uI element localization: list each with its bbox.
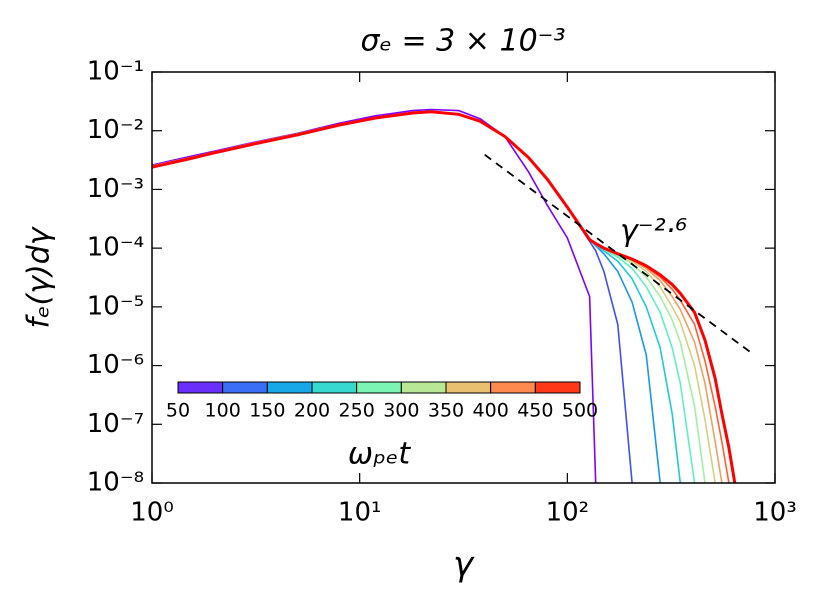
x-tick-label: 10² [546, 498, 590, 528]
series-line [152, 110, 737, 483]
colorbar-segment [400, 381, 447, 394]
y-tick-label: 10⁻⁶ [87, 350, 144, 380]
series-line [152, 110, 696, 483]
colorbar-segment [445, 381, 492, 394]
colorbar-label: ωₚₑt [348, 437, 411, 472]
y-tick-label: 10⁻¹ [87, 57, 144, 87]
series-line [152, 110, 730, 483]
annotation: γ⁻²·⁶ [620, 214, 687, 249]
colorbar-tick-label: 450 [517, 400, 553, 422]
colorbar-segment [222, 381, 268, 394]
colorbar-tick-label: 400 [473, 400, 509, 422]
colorbar-tick-label: 100 [205, 400, 241, 422]
colorbar-tick-label: 200 [294, 400, 330, 422]
colorbar-segment [356, 381, 402, 394]
series-line [152, 110, 682, 483]
chart-title: σₑ = 3 × 10⁻³ [360, 24, 565, 59]
y-tick-label: 10⁻³ [87, 174, 144, 204]
colorbar-tick-label: 50 [166, 400, 190, 422]
series-line [152, 108, 597, 483]
colorbar-tick-label: 250 [339, 400, 375, 422]
colorbar-segment [177, 381, 224, 394]
colorbar-tick-label: 350 [428, 400, 464, 422]
series-line [152, 110, 633, 483]
y-tick-label: 10⁻⁵ [87, 291, 144, 321]
series-line [152, 110, 661, 483]
plot-frame [151, 71, 776, 484]
x-tick-label: 10¹ [338, 498, 382, 528]
colorbar-tick-label: 300 [383, 400, 419, 422]
series-line [152, 110, 706, 483]
x-axis-label: γ [453, 545, 475, 585]
colorbar-tick-label: 500 [562, 400, 598, 422]
y-tick-label: 10⁻⁸ [87, 468, 144, 498]
series-line [152, 110, 723, 483]
colorbar-segment [266, 381, 313, 394]
y-axis-label: fₑ(γ)dγ [22, 225, 57, 328]
series-line [152, 110, 716, 483]
colorbar-segment [311, 381, 358, 394]
x-tick-label: 10³ [753, 498, 797, 528]
y-tick-label: 10⁻⁴ [87, 233, 144, 263]
y-tick-label: 10⁻² [87, 115, 144, 145]
colorbar-segment [534, 381, 581, 394]
x-tick-label: 10⁰ [130, 498, 174, 528]
colorbar-tick-label: 150 [249, 400, 285, 422]
y-tick-label: 10⁻⁷ [87, 409, 144, 439]
colorbar-segment [490, 381, 536, 394]
